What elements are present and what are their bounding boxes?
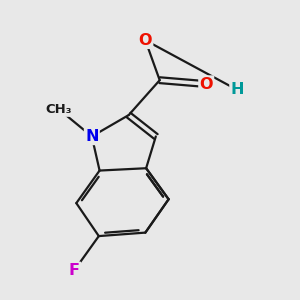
Text: O: O xyxy=(139,33,152,48)
Text: F: F xyxy=(69,263,80,278)
Text: N: N xyxy=(85,129,99,144)
Text: CH₃: CH₃ xyxy=(46,103,72,116)
Text: H: H xyxy=(230,82,244,98)
Text: O: O xyxy=(200,76,213,92)
